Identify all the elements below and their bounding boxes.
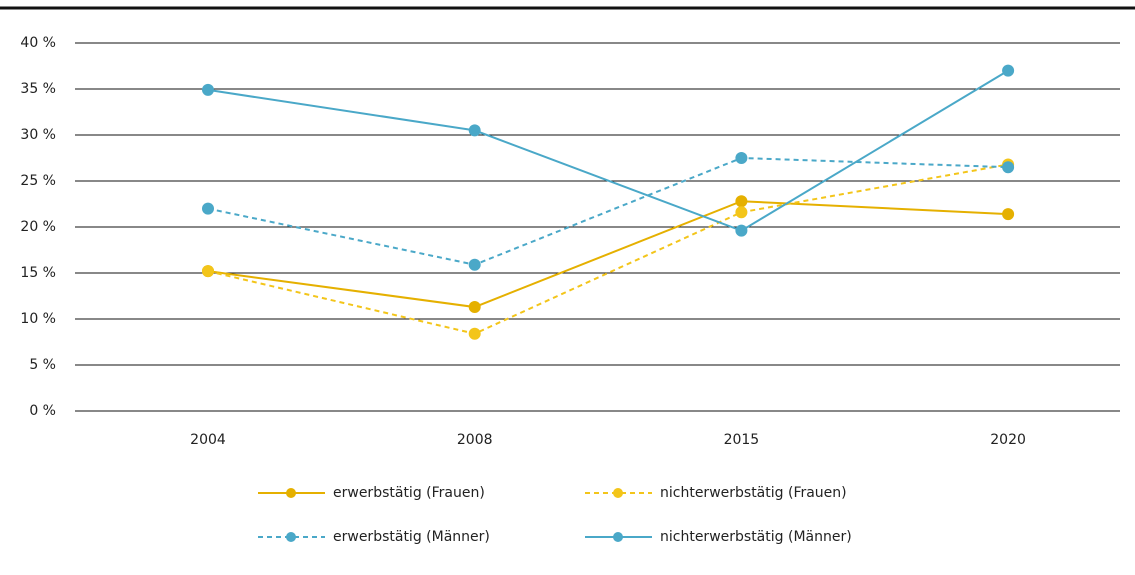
series-line bbox=[207, 163, 1009, 335]
point bbox=[1002, 64, 1015, 77]
point bbox=[202, 83, 214, 96]
point bbox=[468, 258, 481, 271]
legend-marker bbox=[286, 532, 296, 542]
y-tick-label: 5 % bbox=[29, 357, 56, 373]
series-line bbox=[207, 200, 1009, 309]
legend-label: erwerbstätig (Frauen) bbox=[333, 485, 485, 501]
series-line bbox=[207, 69, 1009, 232]
y-tick-label: 35 % bbox=[20, 81, 56, 97]
legend-marker bbox=[286, 488, 296, 498]
y-tick-label: 40 % bbox=[20, 35, 56, 51]
point bbox=[735, 195, 748, 208]
point bbox=[468, 124, 481, 137]
x-tick-label: 2015 bbox=[724, 432, 760, 448]
x-tick-label: 2020 bbox=[990, 432, 1026, 448]
legend-label: nichterwerbstätig (Männer) bbox=[660, 529, 852, 545]
point bbox=[1002, 161, 1015, 174]
legend-marker bbox=[613, 532, 623, 542]
point bbox=[202, 202, 214, 215]
x-tick-label: 2004 bbox=[190, 432, 226, 448]
y-tick-label: 15 % bbox=[20, 265, 56, 281]
point bbox=[735, 224, 748, 237]
point bbox=[202, 265, 214, 278]
y-tick-label: 25 % bbox=[20, 173, 56, 189]
y-tick-label: 30 % bbox=[20, 127, 56, 143]
legend-label: erwerbstätig (Männer) bbox=[333, 529, 490, 545]
series-line bbox=[207, 156, 1009, 266]
point bbox=[468, 327, 481, 340]
point bbox=[468, 301, 481, 314]
point bbox=[1002, 208, 1015, 221]
y-tick-label: 20 % bbox=[20, 219, 56, 235]
point bbox=[735, 152, 748, 164]
y-tick-label: 10 % bbox=[20, 311, 56, 327]
point bbox=[735, 206, 748, 219]
legend-label: nichterwerbstätig (Frauen) bbox=[660, 485, 847, 501]
legend-marker bbox=[613, 488, 623, 498]
x-tick-label: 2008 bbox=[457, 432, 493, 448]
y-tick-label: 0 % bbox=[29, 403, 56, 419]
